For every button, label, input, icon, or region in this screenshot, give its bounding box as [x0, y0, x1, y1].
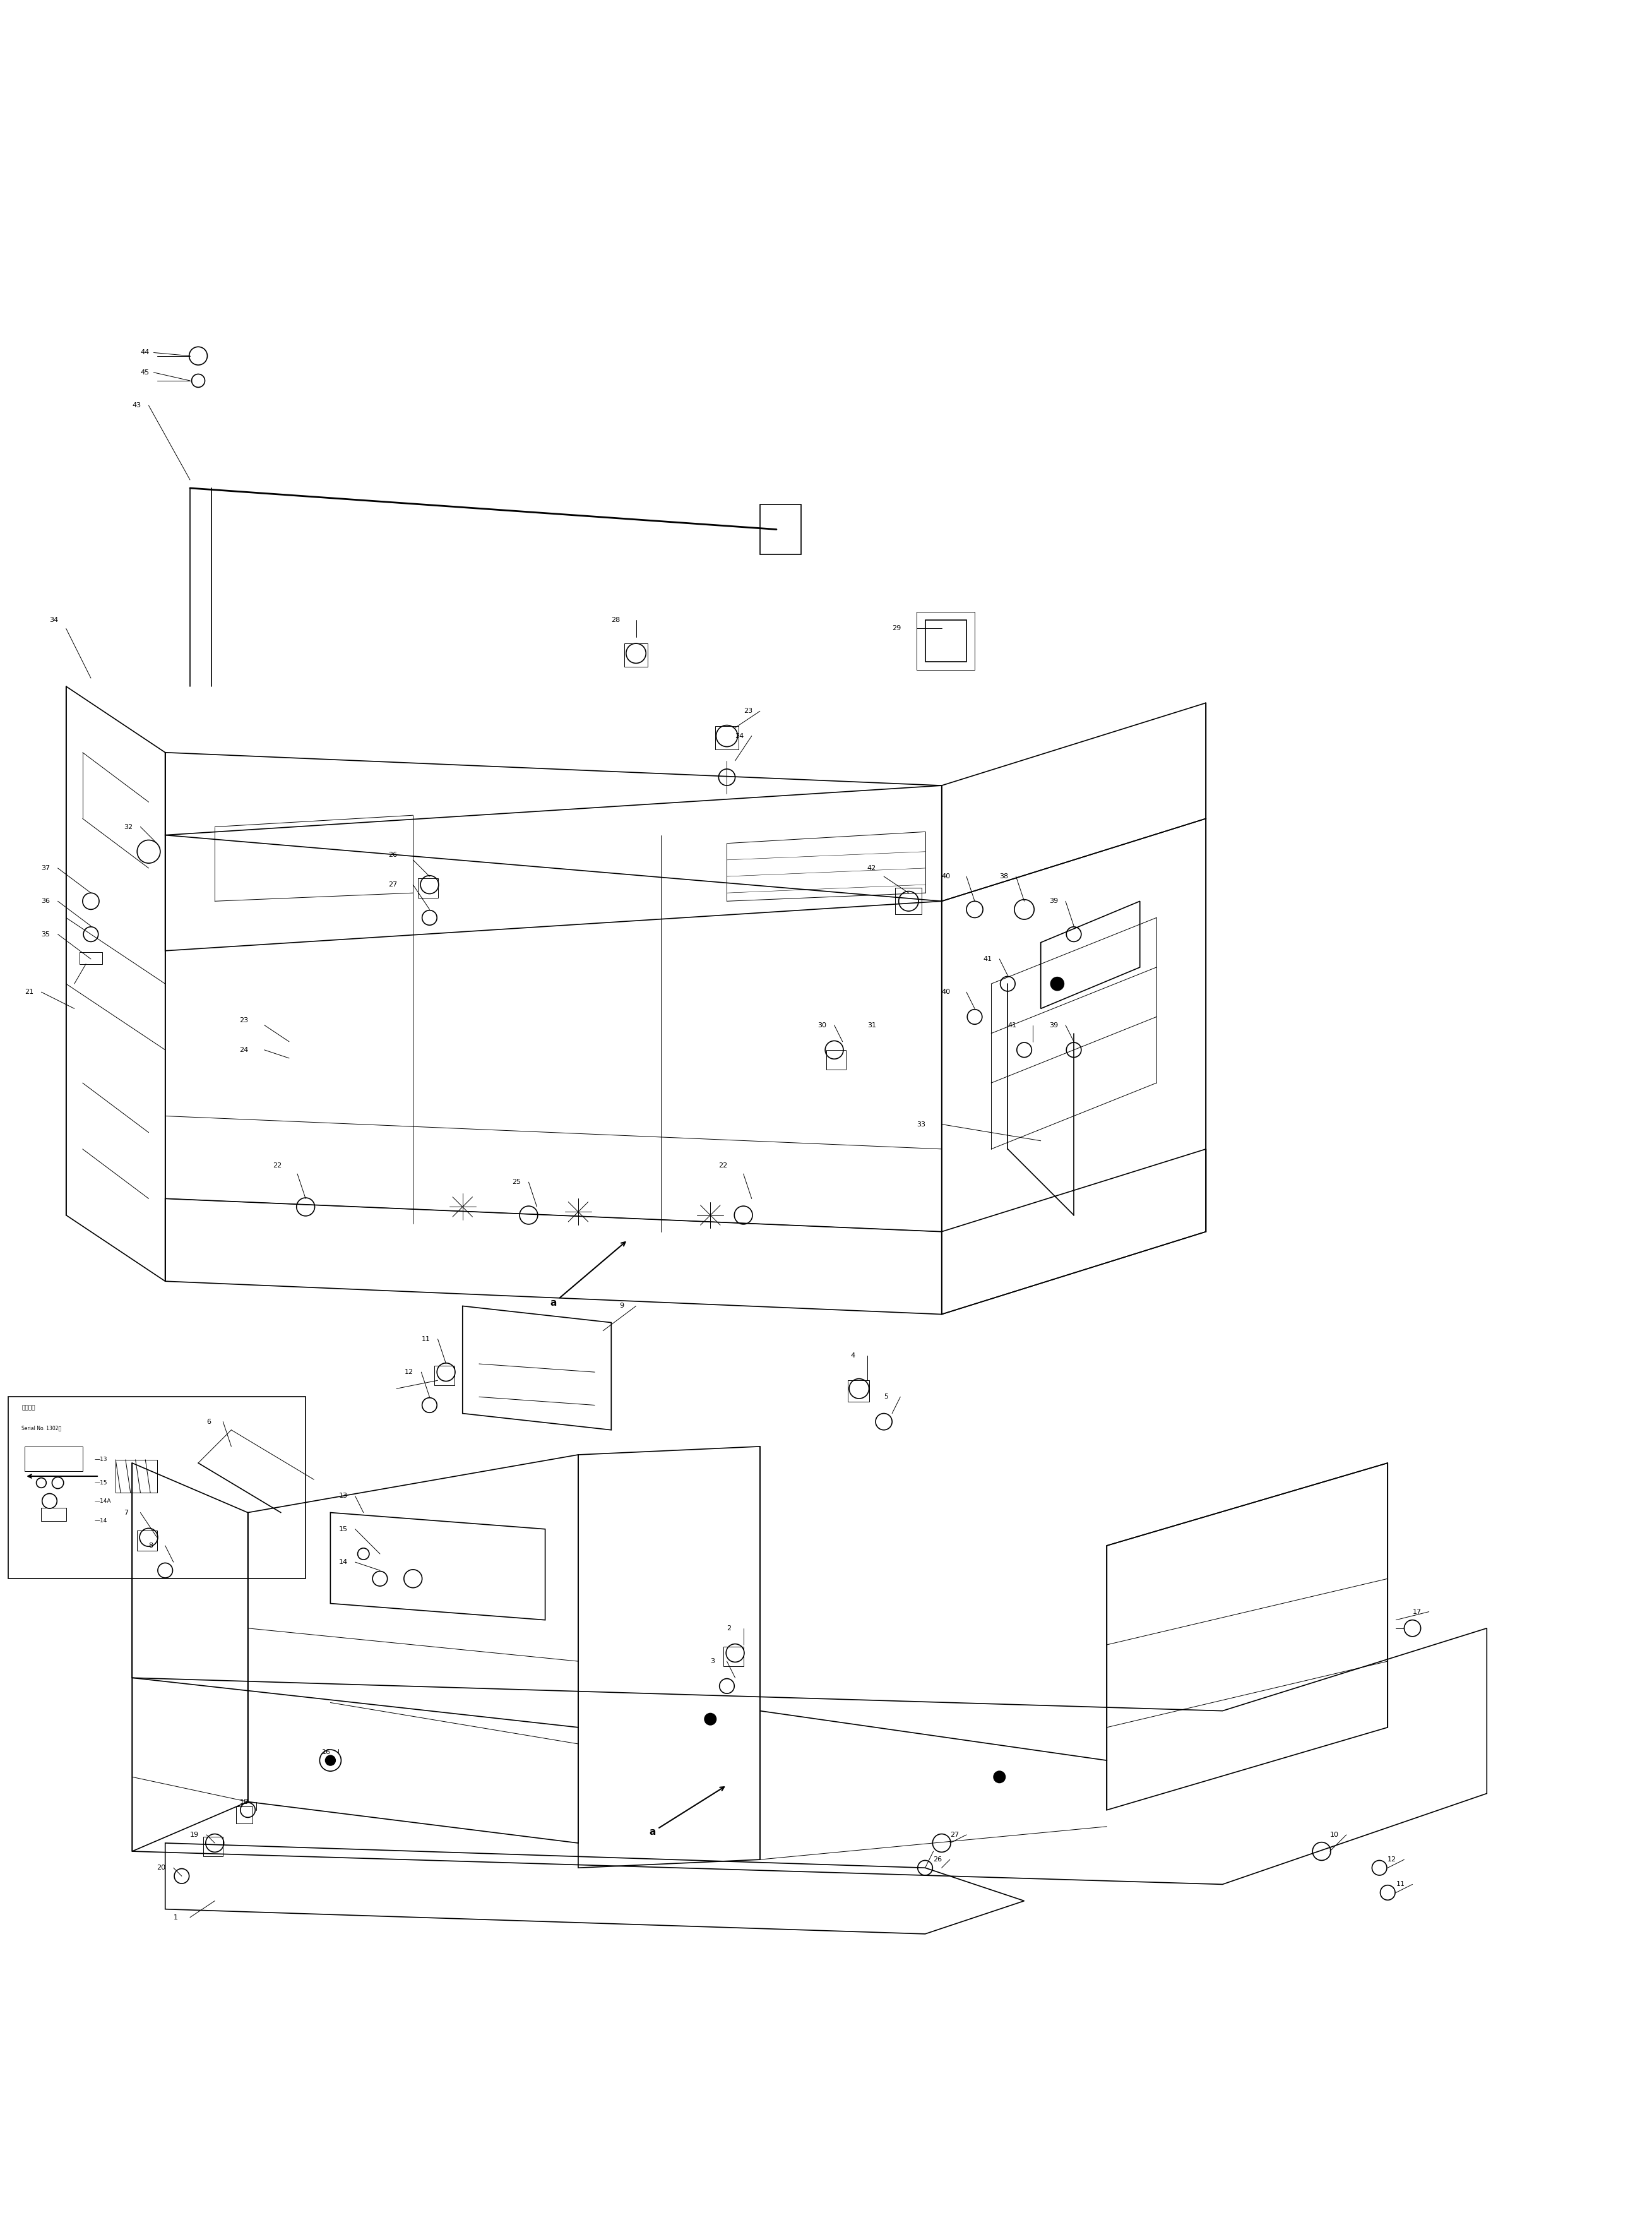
Text: 40: 40 — [942, 873, 950, 879]
Text: 42: 42 — [867, 866, 876, 870]
Bar — [434, 1366, 454, 1386]
Bar — [418, 877, 438, 897]
Circle shape — [995, 1772, 1004, 1783]
Text: 22: 22 — [719, 1163, 727, 1170]
Text: 22: 22 — [273, 1163, 281, 1170]
Text: 26: 26 — [933, 1857, 942, 1864]
Text: a: a — [649, 1788, 724, 1837]
Text: 14: 14 — [339, 1558, 347, 1565]
Text: 8: 8 — [149, 1542, 154, 1549]
Text: 32: 32 — [124, 824, 132, 830]
Text: 24: 24 — [240, 1047, 248, 1054]
Text: 5: 5 — [884, 1393, 889, 1399]
Text: 30: 30 — [818, 1022, 826, 1029]
Text: 19: 19 — [190, 1832, 198, 1837]
Text: —14: —14 — [94, 1518, 107, 1524]
Text: —15: —15 — [94, 1480, 107, 1487]
Text: 28: 28 — [611, 616, 620, 623]
Bar — [8, 1397, 306, 1578]
Text: 11: 11 — [1396, 1882, 1404, 1888]
Text: 36: 36 — [41, 897, 50, 904]
Bar — [715, 725, 738, 750]
Bar — [917, 612, 975, 670]
Text: 9: 9 — [620, 1303, 624, 1310]
Text: 12: 12 — [405, 1368, 413, 1375]
Bar — [826, 1049, 846, 1069]
Circle shape — [325, 1757, 335, 1766]
Text: 37: 37 — [41, 866, 50, 870]
Text: a: a — [550, 1241, 626, 1308]
Text: 27: 27 — [388, 882, 396, 888]
Text: 18: 18 — [240, 1799, 248, 1806]
Text: 44: 44 — [140, 350, 149, 355]
Text: 10: 10 — [1330, 1832, 1338, 1837]
Text: 24: 24 — [735, 732, 743, 739]
Text: 35: 35 — [41, 931, 50, 937]
Text: 27: 27 — [950, 1832, 958, 1837]
Bar — [847, 1379, 869, 1402]
Text: 7: 7 — [124, 1509, 129, 1516]
Text: 31: 31 — [867, 1022, 876, 1029]
Bar — [203, 1837, 223, 1857]
Text: 15: 15 — [339, 1527, 347, 1531]
Text: 1: 1 — [173, 1915, 178, 1920]
Text: 40: 40 — [942, 989, 950, 995]
Text: 適用号機: 適用号機 — [21, 1406, 35, 1411]
Bar — [724, 1647, 743, 1667]
Bar — [925, 620, 966, 661]
Text: —13: —13 — [94, 1457, 107, 1462]
Text: 17: 17 — [1412, 1609, 1421, 1616]
Text: 38: 38 — [999, 873, 1008, 879]
Text: 34: 34 — [50, 616, 58, 623]
Bar — [895, 888, 922, 915]
Text: 41: 41 — [983, 955, 991, 962]
Circle shape — [705, 1714, 717, 1725]
Text: 20: 20 — [157, 1864, 165, 1870]
Text: 26: 26 — [388, 853, 396, 857]
Text: 43: 43 — [132, 402, 140, 408]
Text: 16: 16 — [322, 1750, 330, 1754]
Bar — [41, 1507, 66, 1520]
Bar — [236, 1806, 253, 1824]
Text: 2: 2 — [727, 1625, 732, 1632]
Circle shape — [1051, 978, 1064, 991]
Text: 21: 21 — [25, 989, 33, 995]
Text: 39: 39 — [1049, 1022, 1057, 1029]
Text: 33: 33 — [917, 1120, 925, 1127]
Text: —14A: —14A — [94, 1498, 111, 1504]
Bar — [624, 643, 648, 667]
Bar — [79, 953, 102, 964]
Text: 45: 45 — [140, 368, 149, 375]
Bar — [760, 504, 801, 554]
Text: Serial No. 1302～: Serial No. 1302～ — [21, 1424, 61, 1431]
Text: 41: 41 — [1008, 1022, 1016, 1029]
Text: 11: 11 — [421, 1337, 430, 1341]
Text: 25: 25 — [512, 1178, 520, 1185]
Text: 3: 3 — [710, 1658, 715, 1665]
Text: 13: 13 — [339, 1493, 347, 1500]
Text: 39: 39 — [1049, 897, 1057, 904]
Text: 6: 6 — [206, 1420, 211, 1424]
Text: 23: 23 — [240, 1018, 248, 1022]
Text: 4: 4 — [851, 1353, 856, 1359]
Text: 12: 12 — [1388, 1857, 1396, 1864]
Text: 29: 29 — [892, 625, 900, 632]
Bar — [116, 1460, 157, 1493]
Bar — [137, 1531, 157, 1551]
Text: 23: 23 — [743, 708, 752, 714]
